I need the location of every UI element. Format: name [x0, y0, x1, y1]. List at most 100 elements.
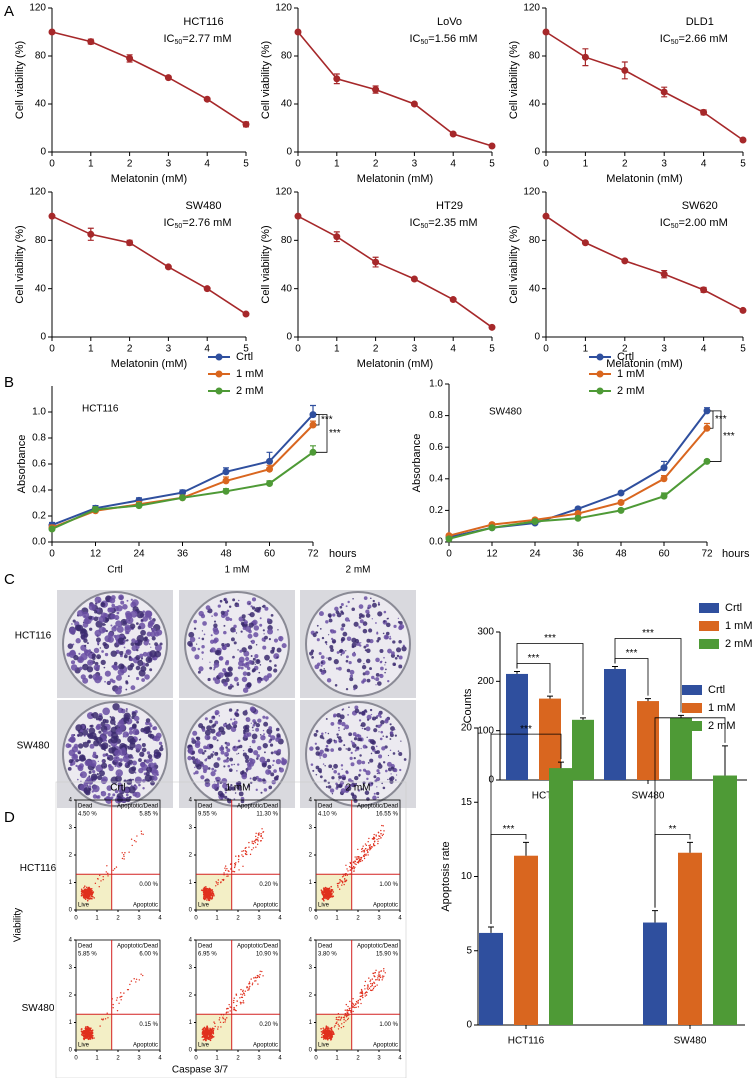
colony	[362, 768, 367, 772]
colony	[396, 654, 400, 658]
colony	[103, 612, 109, 619]
colony	[382, 761, 386, 764]
colony	[376, 777, 381, 782]
event-dot	[343, 1015, 346, 1017]
event-dot	[365, 854, 367, 857]
event-dot	[338, 888, 341, 890]
event-dot	[262, 975, 264, 977]
colony	[386, 618, 388, 620]
colony	[269, 743, 274, 747]
colony	[276, 647, 282, 653]
significance-label: ***	[503, 824, 515, 835]
event-dot	[355, 863, 357, 866]
event-dot	[227, 1011, 229, 1013]
colony	[347, 714, 349, 716]
legend-marker	[596, 387, 604, 395]
colony	[149, 631, 156, 638]
x-tick-label: 0	[74, 1056, 78, 1062]
colony	[327, 732, 330, 735]
colony	[326, 657, 328, 659]
colony	[353, 737, 358, 741]
colony	[383, 620, 386, 623]
colony	[330, 629, 335, 634]
colony	[377, 796, 379, 799]
colony	[385, 631, 390, 636]
colony	[221, 643, 225, 647]
colony	[229, 683, 233, 687]
y-tick-label: 80	[281, 235, 293, 246]
x-tick-label: 24	[529, 549, 541, 560]
y-axis-label: Cell viability (%)	[260, 41, 272, 119]
event-dot	[220, 1026, 222, 1028]
y-axis-label: Cell viability (%)	[508, 225, 520, 303]
data-point	[660, 270, 668, 278]
colony	[339, 714, 345, 720]
colony	[351, 652, 357, 657]
event-dot	[241, 850, 243, 853]
colony	[233, 676, 239, 682]
colony	[125, 649, 130, 654]
event-dot	[140, 830, 143, 832]
y-tick-label: 0.4	[32, 485, 46, 496]
colony	[250, 639, 256, 644]
colony	[277, 748, 282, 753]
colony	[231, 786, 236, 791]
colony	[248, 660, 253, 665]
colony	[249, 611, 255, 618]
colony	[149, 730, 152, 733]
event-dot	[326, 896, 329, 899]
colony	[125, 616, 134, 625]
event-dot	[337, 1028, 340, 1030]
event-dot	[204, 1037, 207, 1040]
colony	[352, 597, 354, 600]
event-dot	[377, 831, 380, 834]
colony	[92, 712, 99, 719]
event-dot	[251, 840, 253, 843]
colony	[205, 746, 209, 750]
quadrant-name: Apoptotic/Dead	[237, 944, 278, 950]
event-dot	[357, 856, 359, 858]
colony	[348, 784, 350, 787]
colony	[383, 656, 385, 659]
event-dot	[373, 981, 375, 984]
colony	[201, 637, 205, 641]
event-dot	[208, 895, 210, 897]
data-point	[48, 212, 56, 220]
colony	[96, 773, 99, 776]
event-dot	[327, 891, 330, 894]
colony	[334, 606, 339, 612]
y-tick-label: 0	[40, 147, 46, 158]
data-point	[581, 239, 589, 247]
event-dot	[205, 886, 207, 888]
colony	[104, 635, 112, 643]
colony	[350, 762, 355, 767]
colony	[102, 622, 106, 626]
event-dot	[355, 1000, 358, 1003]
bar	[713, 775, 737, 1025]
x-axis-label: Melatonin (mM)	[357, 358, 433, 370]
legend-label: 2 mM	[617, 385, 645, 397]
x-tick-label: 5	[243, 159, 249, 170]
colony	[342, 776, 346, 781]
x-tick-label: 1	[583, 159, 589, 170]
colony	[233, 798, 236, 800]
colony	[225, 746, 228, 749]
colony	[369, 667, 372, 670]
legend-swatch	[682, 721, 702, 731]
event-dot	[202, 893, 205, 896]
colony	[275, 727, 280, 732]
y-tick-label: 1	[69, 1020, 73, 1026]
colony	[110, 624, 113, 627]
live-gate	[196, 874, 232, 910]
colony	[67, 766, 72, 771]
colony	[364, 649, 367, 652]
colony	[209, 666, 213, 670]
y-tick-label: 3	[189, 965, 193, 971]
colony	[226, 748, 231, 753]
data-point	[294, 28, 302, 36]
data-point	[242, 310, 250, 318]
ic50-subscript: 50	[174, 39, 182, 46]
y-axis-label: Cell viability (%)	[508, 41, 520, 119]
y-tick-label: 2	[69, 993, 73, 999]
colony	[320, 655, 325, 660]
